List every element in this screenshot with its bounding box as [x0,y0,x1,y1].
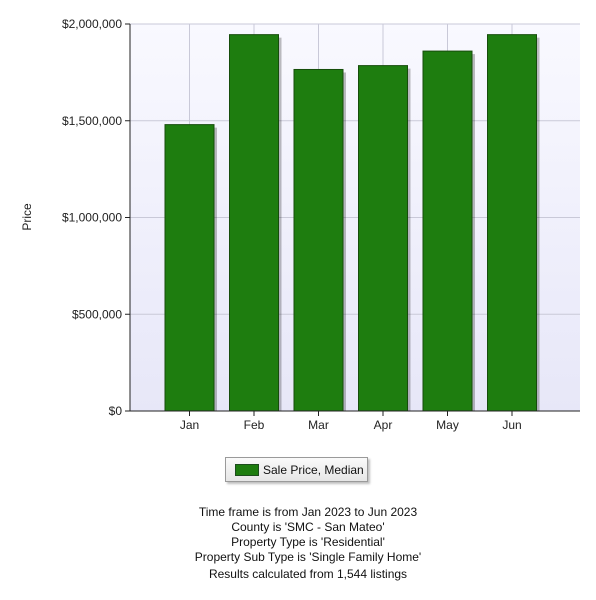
x-tick-label: Feb [244,418,265,432]
y-tick-label: $1,500,000 [62,114,122,128]
y-tick-label: $2,000,000 [62,17,122,31]
x-ticks: Jan Feb Mar Apr May Jun [180,411,522,432]
footer-property-subtype: Property Sub Type is 'Single Family Home… [194,550,422,564]
y-tick-label: $0 [109,404,123,418]
x-tick-label: Apr [374,418,393,432]
x-tick-label: Jun [502,418,521,432]
footer-timeframe: Time frame is from Jan 2023 to Jun 2023 [198,505,418,519]
legend-label: Sale Price, Median [263,462,364,477]
bar-may [422,50,473,412]
bar-mar [293,68,344,412]
bar-chart: $0 $500,000 $1,000,000 $1,500,000 $2,000,000… [20,17,580,432]
footer-results: Results calculated from 1,544 listings [208,567,408,581]
bar-jan [164,124,215,412]
y-tick-label: $1,000,000 [62,211,122,225]
footer-county: County is 'SMC - San Mateo' [231,520,385,534]
chart-footer: Time frame is from Jan 2023 to Jun 2023 … [0,505,596,582]
bars [164,34,540,412]
y-axis-title: Price [20,203,34,231]
x-tick-label: Mar [308,418,329,432]
chart-legend: Sale Price, Median [225,457,368,482]
footer-property-type: Property Type is 'Residential' [231,535,385,549]
legend-swatch [235,463,259,476]
bar-jun [487,34,537,412]
chart-area: $0 $500,000 $1,000,000 $1,500,000 $2,000,000… [20,17,580,432]
x-tick-label: May [436,418,459,432]
bar-feb [229,34,279,412]
y-ticks: $0 $500,000 $1,000,000 $1,500,000 $2,000,000 [62,17,130,418]
bar-apr [358,65,408,412]
y-tick-label: $500,000 [72,307,122,321]
x-tick-label: Jan [180,418,199,432]
